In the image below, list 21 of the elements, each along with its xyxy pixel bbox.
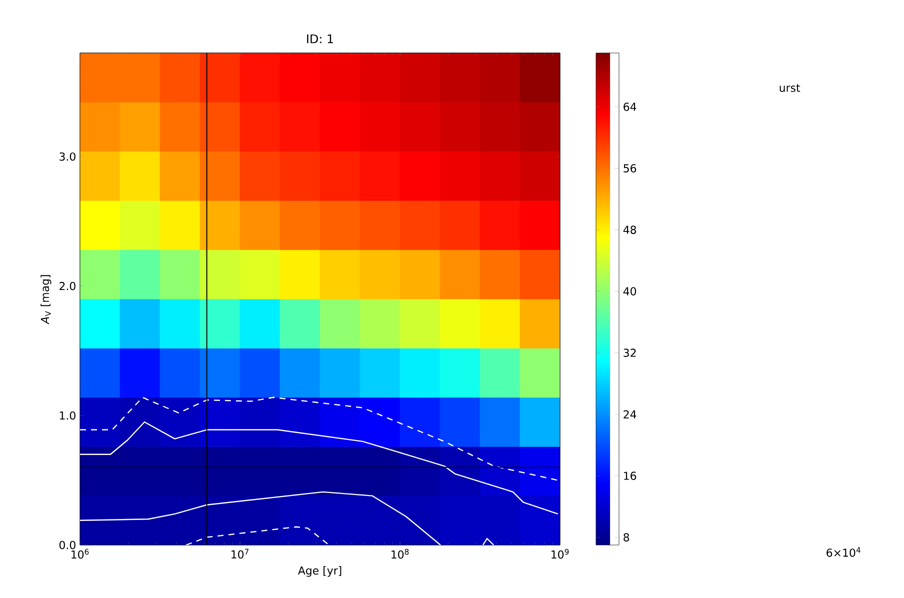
text: 6×10$^{4}$ [826, 547, 860, 557]
color-bar-label: 24 [624, 410, 636, 418]
color-bar-label: 32 [624, 348, 636, 357]
color-bar-label: 16 [624, 472, 636, 480]
chart-title: ID: 1 [307, 34, 333, 44]
y-axis-title: A$_{V}$ [mag] [40, 275, 52, 324]
x-tick-label: 10$^{6}$ [72, 548, 89, 559]
y-tick-label: 3.0 [60, 152, 76, 161]
color-bar-label: 48 [623, 226, 636, 234]
color-bar-label: 8 [624, 533, 630, 542]
x-axis-title: Age [yr] [298, 566, 342, 577]
color-bar-label: 56 [624, 164, 636, 172]
color-bar-label: 64 [624, 102, 636, 111]
color-bar-label: 40 [623, 287, 636, 296]
y-tick-label: 2.0 [60, 282, 76, 290]
text: urst [780, 84, 800, 92]
x-tick-label: 10$^{7}$ [232, 548, 249, 559]
y-tick-label: 1.0 [60, 411, 76, 420]
y-tick-label: 0.0 [59, 540, 76, 550]
x-tick-label: 10$^{9}$ [552, 548, 569, 559]
x-tick-label: 10$^{8}$ [392, 548, 409, 559]
